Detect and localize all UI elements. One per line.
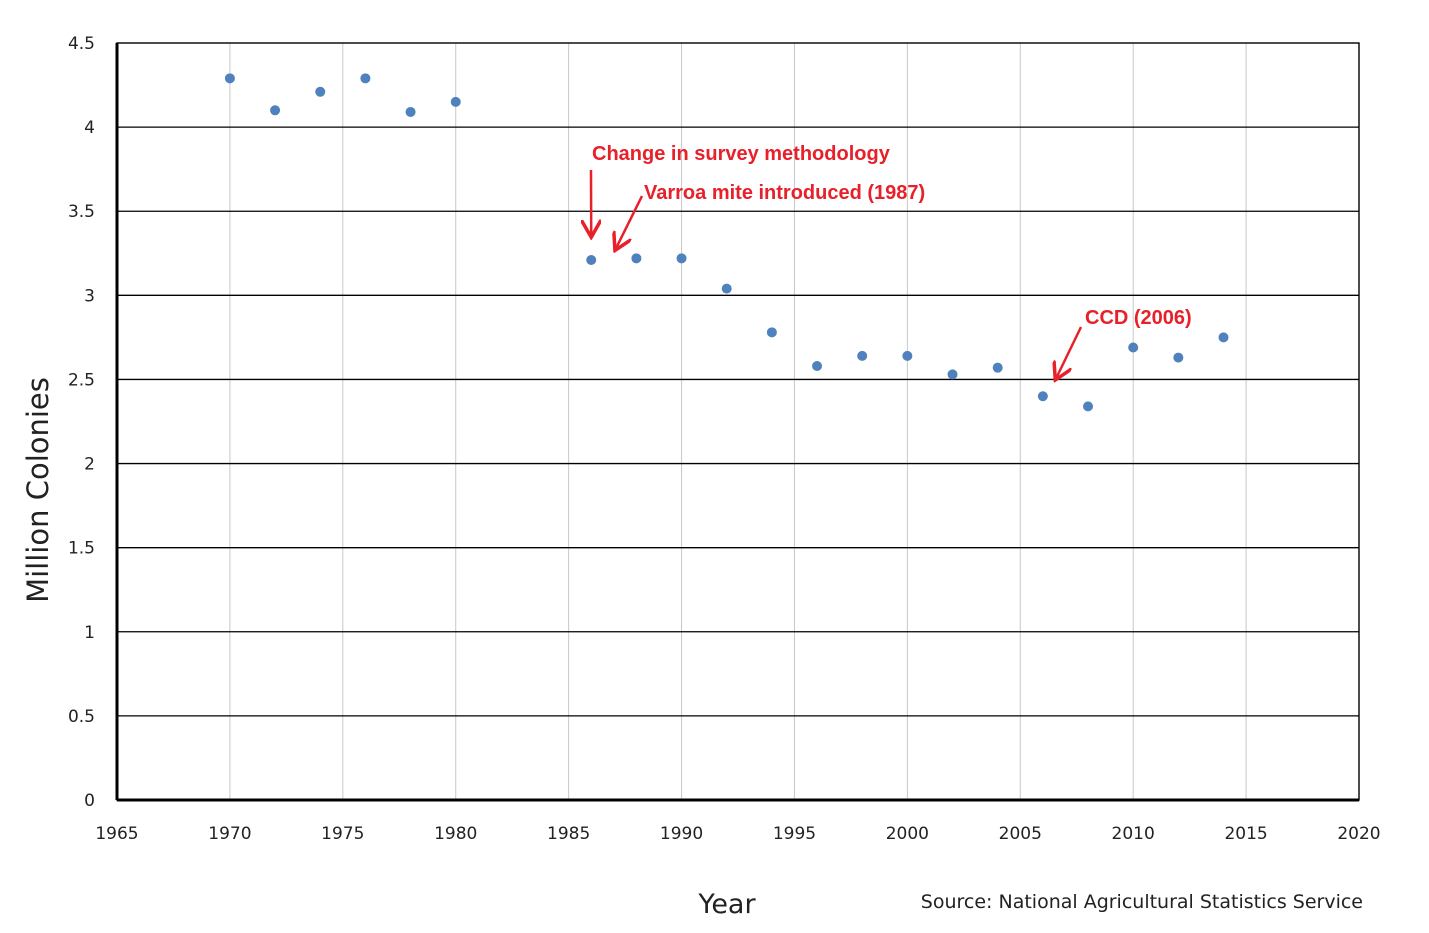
horizontal-gridlines [117,126,1359,717]
data-point-2000 [902,350,913,361]
data-point-2014 [1218,332,1229,343]
annotations: Change in survey methodology Varroa mite … [591,143,1192,378]
data-point-1972 [270,105,281,116]
x-tick-1970: 1970 [208,824,251,844]
data-point-1986 [586,255,597,266]
x-tick-2000: 2000 [886,824,929,844]
y-tick-3: 3 [84,286,95,306]
source-note: Source: National Agricultural Statistics… [921,891,1363,913]
y-tick-3.5: 3.5 [68,202,95,222]
annotation-label-1: Change in survey methodology [592,143,891,165]
x-tick-1995: 1995 [773,824,816,844]
data-point-1974 [315,86,326,97]
x-axis-title: Year [697,889,756,920]
y-tick-0: 0 [84,791,95,811]
data-point-2006 [1037,391,1048,402]
annotation-label-2: Varroa mite introduced (1987) [644,182,925,204]
y-tick-1: 1 [84,623,95,643]
x-tick-1975: 1975 [321,824,364,844]
x-tick-2010: 2010 [1112,824,1155,844]
x-tick-labels: 1965 1970 1975 1980 1985 1990 1995 2000 2005 2010… [95,824,1380,844]
y-tick-2.5: 2.5 [68,370,95,390]
data-point-2004 [992,362,1003,373]
y-tick-4.5: 4.5 [68,34,95,54]
x-tick-2015: 2015 [1224,824,1267,844]
annotation-arrow-2 [616,195,644,248]
data-point-1970 [224,73,235,84]
y-tick-0.5: 0.5 [68,707,95,727]
y-tick-1.5: 1.5 [68,539,95,559]
data-point-2010 [1128,342,1139,353]
data-point-1998 [857,350,868,361]
x-tick-2020: 2020 [1337,824,1380,844]
vertical-gridlines [229,43,1247,800]
y-tick-2: 2 [84,455,95,475]
x-tick-1980: 1980 [434,824,477,844]
data-point-2002 [947,369,958,380]
annotation-arrow-3 [1056,326,1083,378]
x-tick-1965: 1965 [95,824,138,844]
y-axis-title: Million Colonies [21,377,55,603]
data-point-2008 [1083,401,1094,412]
x-tick-1985: 1985 [547,824,590,844]
annotation-label-3: CCD (2006) [1085,307,1192,329]
data-points [224,73,1229,412]
data-point-1978 [405,106,416,117]
data-point-1994 [766,327,777,338]
data-point-1992 [721,283,732,294]
x-tick-1990: 1990 [660,824,703,844]
data-point-1990 [676,253,687,264]
data-point-1976 [360,73,371,84]
data-point-2012 [1173,352,1184,363]
data-point-1996 [812,360,823,371]
x-tick-2005: 2005 [999,824,1042,844]
data-point-1980 [450,96,461,107]
y-tick-4: 4 [84,118,95,138]
data-point-1988 [631,253,642,264]
y-tick-labels: 0 0.5 1 1.5 2 2.5 3 3.5 4 4.5 [68,34,95,811]
